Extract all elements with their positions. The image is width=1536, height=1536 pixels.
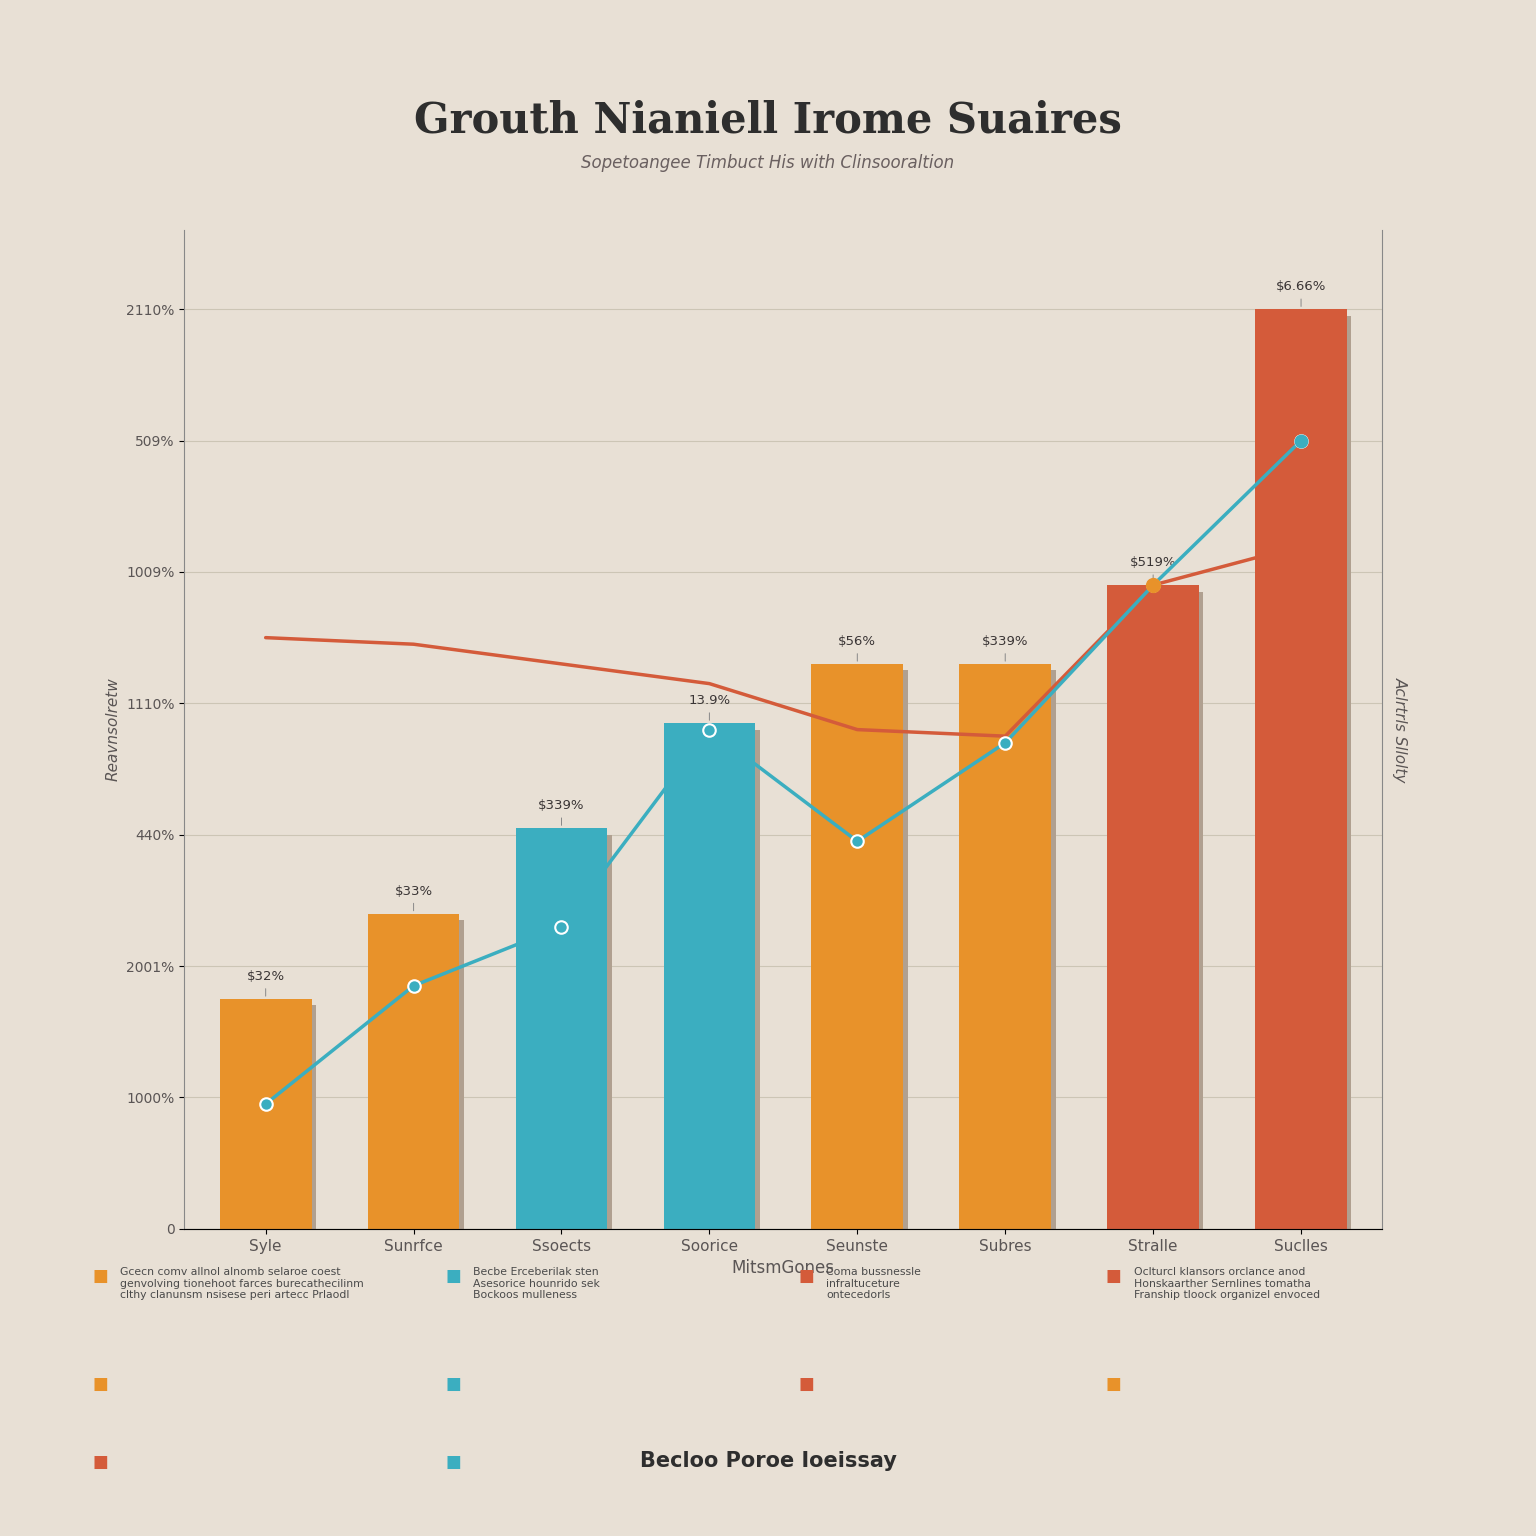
Text: Becbe Erceberilak sten
Asesorice hounrido sek
Bockoos mulleness: Becbe Erceberilak sten Asesorice hounrid… <box>473 1267 601 1301</box>
Text: Coma bussnessle
infraltuceture
ontecedorls: Coma bussnessle infraltuceture ontecedor… <box>826 1267 922 1301</box>
Text: $33%: $33% <box>395 885 433 911</box>
Y-axis label: Aclrtrls Sllolty: Aclrtrls Sllolty <box>1393 677 1407 782</box>
Bar <box>1260 316 1352 1229</box>
Text: $56%: $56% <box>839 636 877 660</box>
Bar <box>960 664 1051 1229</box>
Text: $32%: $32% <box>247 971 284 997</box>
Text: Sopetoangee Timbuct His with Clinsooraltion: Sopetoangee Timbuct His with Clinsooralt… <box>582 154 954 172</box>
Bar <box>372 920 464 1229</box>
Bar <box>367 914 459 1229</box>
Bar <box>516 828 607 1229</box>
Bar <box>963 671 1055 1229</box>
Bar <box>816 671 908 1229</box>
Text: $519%: $519% <box>1130 556 1177 582</box>
Text: ■: ■ <box>799 1375 814 1393</box>
Text: ■: ■ <box>1106 1375 1121 1393</box>
Text: Oclturcl klansors orclance anod
Honskaarther Sernlines tomatha
Franship tloock o: Oclturcl klansors orclance anod Honskaar… <box>1134 1267 1319 1301</box>
Text: ■: ■ <box>92 1375 108 1393</box>
Text: ■: ■ <box>1106 1267 1121 1286</box>
Bar <box>668 730 760 1229</box>
Bar <box>1112 591 1203 1229</box>
Text: $339%: $339% <box>538 799 585 825</box>
Text: ■: ■ <box>92 1267 108 1286</box>
Bar <box>521 834 611 1229</box>
Text: Gcecn comv allnol alnomb selaroe coest
genvolving tionehoot farces burecathecili: Gcecn comv allnol alnomb selaroe coest g… <box>120 1267 364 1301</box>
Text: ■: ■ <box>445 1375 461 1393</box>
Bar <box>664 723 756 1229</box>
Text: ■: ■ <box>445 1453 461 1471</box>
Bar <box>1107 585 1200 1229</box>
Text: Grouth Nianiell Irome Suaires: Grouth Nianiell Irome Suaires <box>415 100 1121 141</box>
Bar <box>224 1006 316 1229</box>
Text: ■: ■ <box>92 1453 108 1471</box>
Y-axis label: Reavnsolretw: Reavnsolretw <box>106 677 120 782</box>
Bar <box>1255 309 1347 1229</box>
Text: 13.9%: 13.9% <box>688 694 731 720</box>
Text: $6.66%: $6.66% <box>1276 281 1326 307</box>
Text: Becloo Poroe Ioeissay: Becloo Poroe Ioeissay <box>639 1452 897 1471</box>
Text: $339%: $339% <box>982 636 1029 660</box>
Bar <box>220 998 312 1229</box>
X-axis label: MitsmGones: MitsmGones <box>731 1260 836 1276</box>
Text: ■: ■ <box>799 1267 814 1286</box>
Bar <box>811 664 903 1229</box>
Text: ■: ■ <box>445 1267 461 1286</box>
